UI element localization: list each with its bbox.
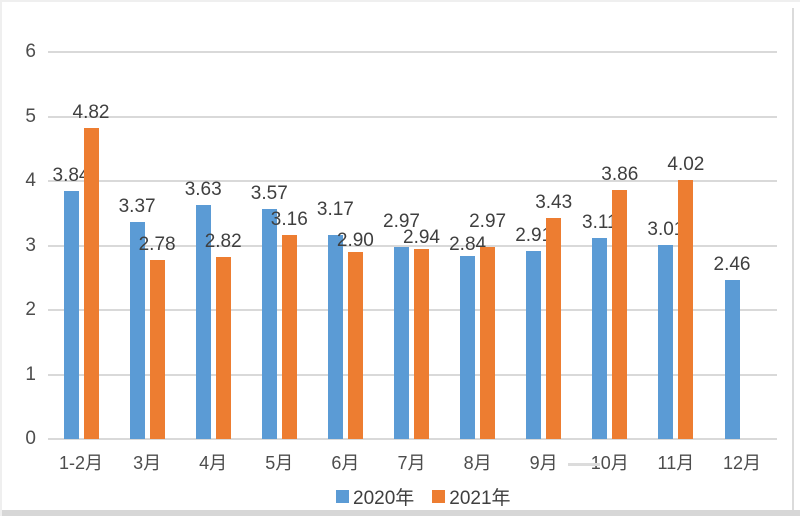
y-axis-tick-label: 5 <box>25 105 36 127</box>
data-label: 4.82 <box>72 102 110 124</box>
bar-2020年 <box>195 204 211 439</box>
x-axis-tick-label: 6月 <box>331 453 360 473</box>
gridline <box>48 438 777 440</box>
gridline <box>48 180 777 182</box>
legend-swatch-2020年 <box>336 490 349 503</box>
x-axis-tick-label: 10月 <box>590 453 629 473</box>
frame-right-border <box>792 8 794 510</box>
data-label: 2.94 <box>403 227 440 249</box>
chart-legend: 2020年 2021年 <box>336 483 529 510</box>
data-label: 2.97 <box>383 211 420 233</box>
bar-2021年 <box>414 249 429 439</box>
data-label: 3.11 <box>582 212 618 234</box>
y-axis-tick-label: 3 <box>25 234 36 256</box>
bar-2020年 <box>526 251 542 439</box>
legend-label: 2020年 <box>353 488 415 509</box>
x-axis-tick-label: 9月 <box>529 453 558 473</box>
x-axis-tick-label: 5月 <box>265 453 294 473</box>
bar-2020年 <box>261 208 277 439</box>
data-label: 3.84 <box>52 165 90 187</box>
bar-2020年 <box>724 280 740 439</box>
x-axis-tick-label: 4月 <box>199 453 228 473</box>
data-label: 3.86 <box>601 164 639 186</box>
data-label: 3.17 <box>316 198 354 220</box>
data-label: 2.84 <box>449 233 487 255</box>
gridline <box>48 244 777 247</box>
legend-swatch-2021年 <box>432 490 446 503</box>
bar-2021年 <box>281 235 297 439</box>
data-label: 3.63 <box>184 178 222 200</box>
y-axis-tick-label: 4 <box>25 170 36 191</box>
bar-2021年 <box>149 259 165 439</box>
legend-item: 2020年 <box>336 483 414 510</box>
bar-2020年 <box>460 255 476 439</box>
bar-2020年 <box>394 247 409 439</box>
x-axis-tick-label: 12月 <box>722 453 762 473</box>
data-label: 2.90 <box>336 229 374 251</box>
x-axis-tick-label: 3月 <box>133 453 162 473</box>
data-label: 3.16 <box>270 209 308 231</box>
bar-2020年 <box>63 191 79 439</box>
bar-2020年 <box>658 244 674 439</box>
watermark-artifact <box>568 463 600 466</box>
gridline <box>48 51 777 53</box>
data-label: 3.43 <box>535 191 573 213</box>
y-axis-tick-label: 1 <box>25 363 36 385</box>
bar-2021年 <box>678 179 694 439</box>
data-label: 3.37 <box>118 195 156 217</box>
data-label: 2.82 <box>204 231 242 253</box>
x-axis-tick-label: 7月 <box>397 453 426 473</box>
bar-2020年 <box>592 238 608 439</box>
bar-2021年 <box>215 257 231 439</box>
gridline <box>48 309 777 311</box>
bar-2021年 <box>83 128 99 439</box>
x-axis-tick-label: 11月 <box>657 453 695 473</box>
frame-bottom-strip <box>2 510 800 516</box>
y-axis-tick-label: 2 <box>25 299 36 320</box>
bar-2020年 <box>327 234 343 439</box>
gridline <box>48 115 777 118</box>
data-label: 3.01 <box>647 218 685 240</box>
data-label: 2.91 <box>515 225 553 247</box>
legend-label: 2021年 <box>449 488 511 509</box>
bar-2021年 <box>612 190 628 439</box>
bar-2020年 <box>129 221 145 439</box>
y-axis-tick-label: 0 <box>25 428 36 449</box>
data-label: 4.02 <box>667 153 705 175</box>
x-axis-tick-label: 8月 <box>463 453 492 473</box>
data-label: 3.57 <box>250 182 288 204</box>
data-label: 2.46 <box>713 254 751 276</box>
gridline <box>48 373 777 376</box>
x-axis-tick-label: 1-2月 <box>58 453 103 473</box>
bar-2021年 <box>347 251 363 439</box>
data-label: 2.78 <box>138 233 176 255</box>
bar-2021年 <box>480 247 496 439</box>
data-label: 2.97 <box>469 211 507 233</box>
y-axis-tick-label: 6 <box>25 41 36 62</box>
legend-item: 2021年 <box>432 483 511 510</box>
bar-2021年 <box>546 217 562 439</box>
